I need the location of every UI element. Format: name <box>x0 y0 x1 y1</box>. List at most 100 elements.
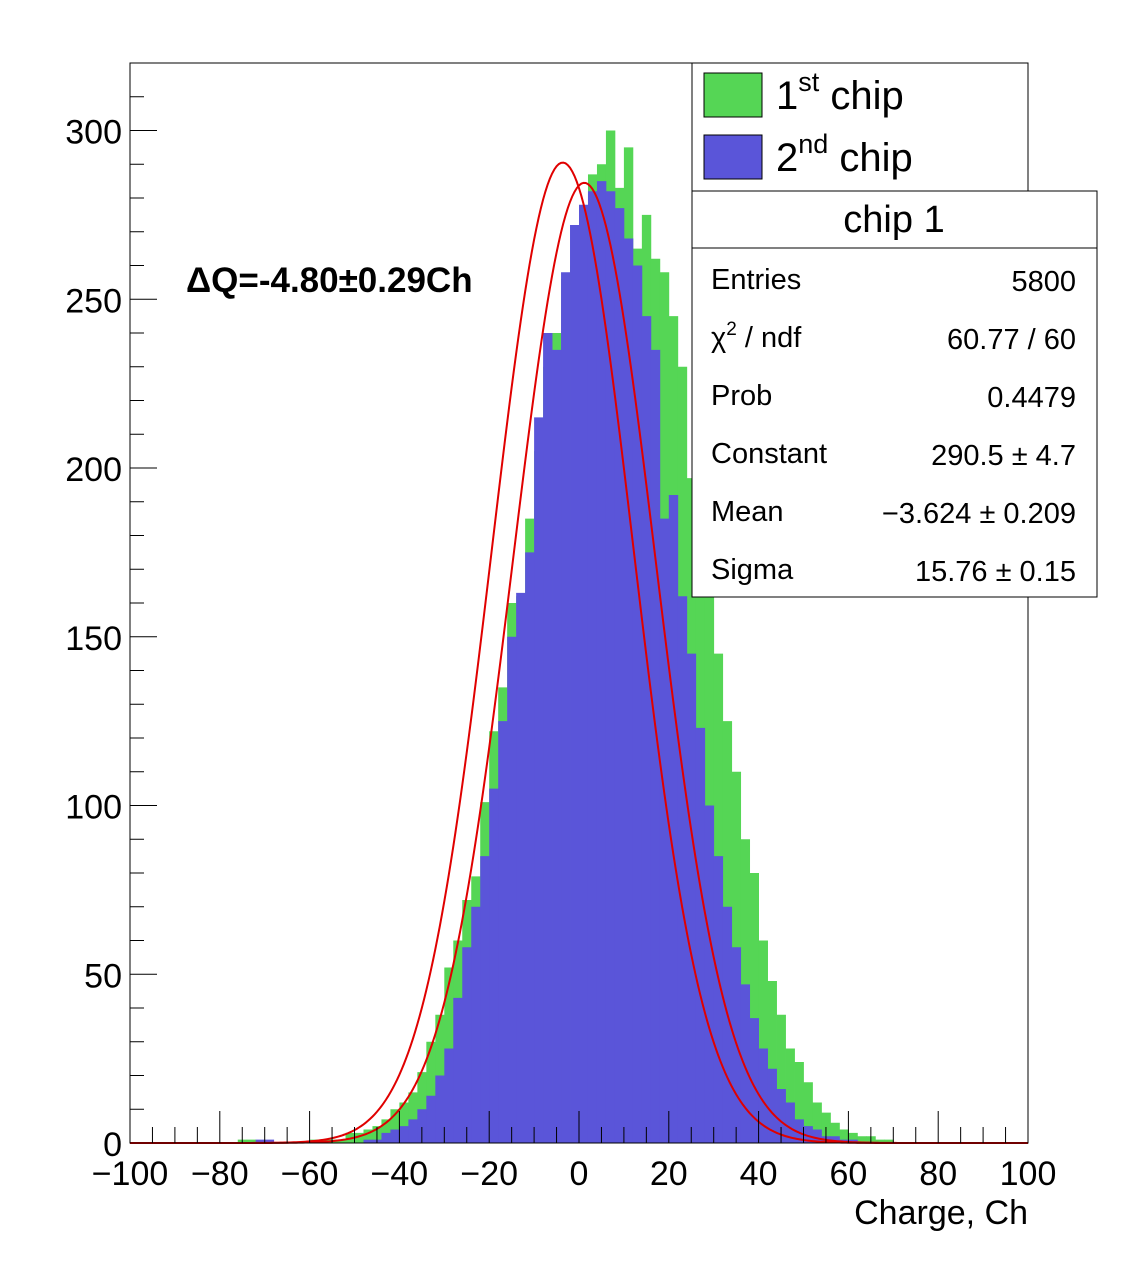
x-tick-label: −40 <box>371 1155 429 1193</box>
stats-row-label: Prob <box>711 380 772 412</box>
histogram-bar <box>686 653 697 1143</box>
histogram-bar <box>399 1126 409 1143</box>
stats-title: chip 1 <box>843 199 944 241</box>
stats-row-value: 60.77 / 60 <box>947 324 1076 356</box>
histogram-bar <box>758 940 768 1143</box>
x-tick-label: 40 <box>740 1155 778 1193</box>
histogram-bar <box>444 1048 454 1143</box>
histogram-bar <box>381 1132 391 1143</box>
histogram-bar <box>803 1082 813 1143</box>
histogram-bar <box>749 1018 759 1143</box>
histogram-bar <box>650 349 661 1143</box>
histogram-bar <box>740 984 751 1143</box>
histogram-bar <box>381 1119 391 1143</box>
histogram-bar <box>525 552 535 1143</box>
stats-row-label: Entries <box>711 264 801 296</box>
histogram-bar <box>336 1139 346 1143</box>
series-2-bars <box>255 181 858 1143</box>
x-tick-label: 100 <box>1000 1155 1057 1193</box>
histogram-bar <box>363 1139 373 1143</box>
x-axis-label: Charge, Ch <box>854 1194 1028 1232</box>
histogram-bar <box>875 1139 885 1143</box>
histogram-bar <box>596 181 607 1143</box>
histogram-bar <box>552 349 562 1143</box>
histogram-bar <box>758 1048 768 1143</box>
y-tick-label: 200 <box>65 451 122 489</box>
x-tick-label: −20 <box>460 1155 518 1193</box>
histogram-bar <box>632 265 643 1143</box>
histogram-bar <box>695 727 706 1143</box>
legend-label: 1st chip <box>776 67 904 118</box>
histogram-bar <box>830 1136 840 1143</box>
histogram-bar <box>623 238 634 1143</box>
histogram-bar <box>489 788 499 1143</box>
histogram-bar <box>776 1089 786 1143</box>
histogram-bar <box>767 1068 777 1143</box>
histogram-bar <box>579 204 589 1143</box>
histogram-bar <box>417 1072 427 1143</box>
stats-box-frame <box>691 190 1098 598</box>
histogram-bar <box>848 1132 858 1143</box>
histogram-bar <box>426 1095 436 1143</box>
legend: 1st chip 2nd chip <box>691 62 1029 192</box>
x-axis: −100 −80 −60 −40 −20 0 20 40 60 80 100 <box>92 1111 1057 1193</box>
x-tick-label: −80 <box>191 1155 249 1193</box>
y-tick-label: 150 <box>65 620 122 658</box>
histogram-bar <box>641 316 652 1143</box>
legend-label: 2nd chip <box>776 129 913 180</box>
histogram-bar <box>713 856 724 1143</box>
histogram-bar <box>749 873 759 1143</box>
histogram-bar <box>794 1062 804 1143</box>
histogram-bar <box>516 592 526 1143</box>
histogram-bar <box>812 1129 822 1143</box>
histogram-bar <box>390 1129 400 1143</box>
histogram-bar <box>453 997 463 1143</box>
histogram-bar <box>363 1129 373 1143</box>
stats-box: chip 1 Entries 5800 χ2 / ndf 60.77 / 60 Prob 0… <box>691 190 1098 598</box>
histogram-bar <box>857 1136 867 1143</box>
histogram-bar <box>785 1048 795 1143</box>
histogram-bar <box>785 1102 795 1143</box>
histogram-bar <box>704 805 715 1143</box>
histogram-bar <box>668 495 679 1143</box>
stats-row-label: χ2 / ndf <box>711 319 802 354</box>
histogram-bar <box>408 1092 418 1143</box>
x-tick-label: 60 <box>829 1155 867 1193</box>
histogram-bar <box>570 225 580 1143</box>
x-tick-label: −100 <box>92 1155 169 1193</box>
x-tick-label: −60 <box>281 1155 339 1193</box>
histogram-bar <box>767 981 777 1143</box>
histogram-bar <box>399 1102 409 1143</box>
histogram-bar <box>354 1132 364 1143</box>
histogram-bar <box>884 1139 894 1143</box>
stats-row-value: −3.624 ± 0.209 <box>882 498 1076 530</box>
y-tick-label: 250 <box>65 282 122 320</box>
stats-row-label: Mean <box>711 496 784 528</box>
x-tick-label: 20 <box>650 1155 688 1193</box>
histogram-bar <box>830 1122 840 1143</box>
histogram-bar <box>408 1119 418 1143</box>
y-tick-label: 100 <box>65 789 122 827</box>
histogram-bar <box>587 191 598 1143</box>
histogram-bar <box>677 596 688 1143</box>
x-tick-label: 0 <box>570 1155 589 1193</box>
histogram-bar <box>722 906 733 1143</box>
stats-row-label: Sigma <box>711 554 794 586</box>
histogram-bar <box>561 272 571 1143</box>
histogram-bar <box>426 1041 436 1143</box>
histogram-bar <box>498 721 508 1143</box>
histogram-bar <box>803 1126 813 1143</box>
histogram-bar <box>471 906 481 1143</box>
histogram-bar <box>417 1109 427 1143</box>
histogram-bar <box>255 1139 266 1143</box>
histogram-bar <box>839 1129 849 1143</box>
y-tick-label: 300 <box>65 114 122 152</box>
stats-row-value: 5800 <box>1011 266 1076 298</box>
legend-swatch <box>703 72 763 118</box>
y-tick-label: 50 <box>84 957 122 995</box>
stats-row-value: 0.4479 <box>987 382 1076 414</box>
histogram-bar <box>659 518 670 1143</box>
stats-row-value: 15.76 ± 0.15 <box>915 556 1076 588</box>
histogram-bar <box>614 208 625 1143</box>
